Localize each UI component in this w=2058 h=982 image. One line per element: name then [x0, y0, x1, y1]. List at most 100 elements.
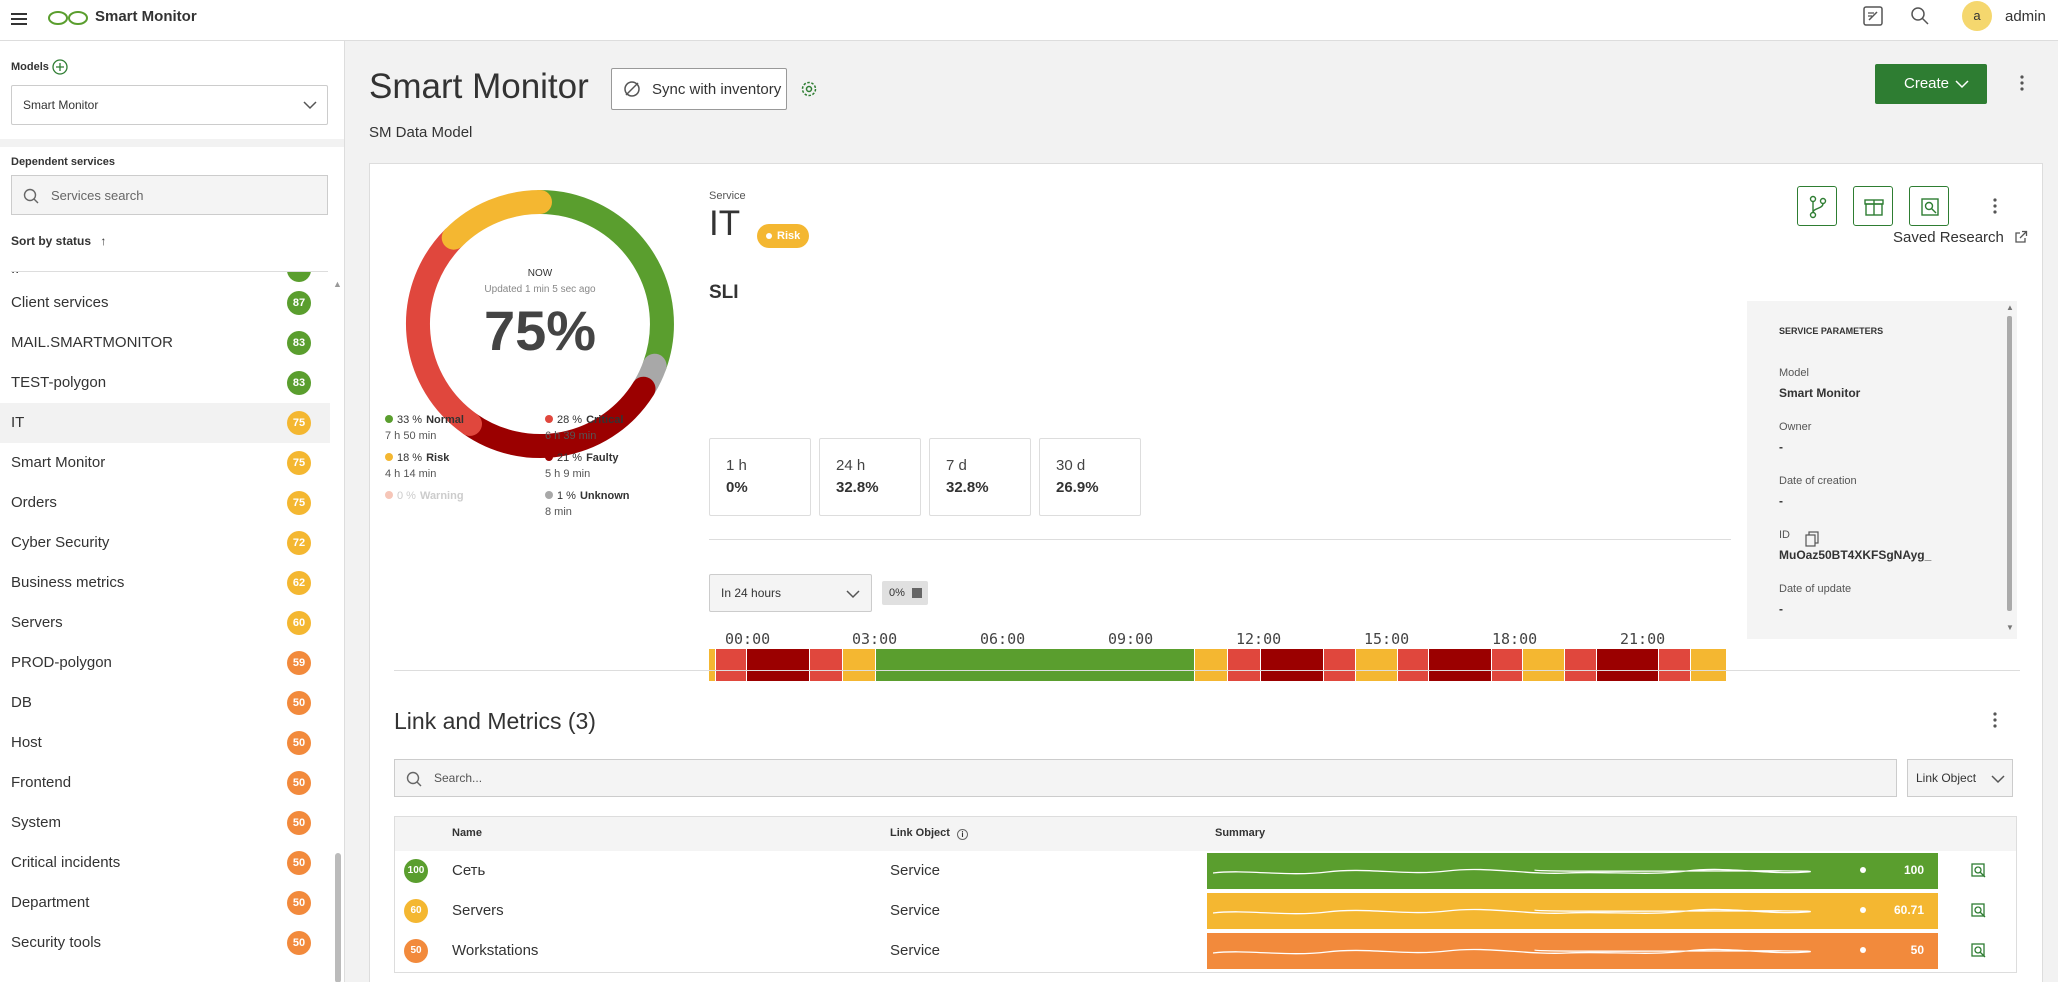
- table-row[interactable]: 60 Servers Service 60.71: [395, 891, 2016, 931]
- timeline-segment[interactable]: [709, 649, 717, 681]
- sync-inventory-button[interactable]: Sync with inventory: [611, 68, 787, 110]
- table-row[interactable]: 100 Сеть Service 100: [395, 851, 2016, 891]
- research-icon[interactable]: [1971, 863, 1987, 879]
- timeline-segment[interactable]: [1491, 649, 1524, 681]
- row-name[interactable]: Сеть: [452, 862, 486, 879]
- divider: [0, 139, 344, 147]
- menu-icon[interactable]: [10, 10, 28, 28]
- timeline-segment[interactable]: [1324, 649, 1356, 681]
- sidebar-item[interactable]: Cyber Security 72: [0, 523, 330, 563]
- user-name[interactable]: admin: [2005, 8, 2046, 25]
- timeline-segment[interactable]: [716, 649, 747, 681]
- sidebar-item-label: Critical incidents: [11, 854, 121, 871]
- research-button[interactable]: [1909, 186, 1949, 226]
- timeline-segment[interactable]: [1659, 649, 1691, 681]
- timeline-segment[interactable]: [1228, 649, 1261, 681]
- scrollbar[interactable]: ▲: [333, 279, 342, 982]
- sidebar-item[interactable]: Client services 87: [0, 283, 330, 323]
- scroll-up-icon[interactable]: ▲: [2006, 303, 2014, 312]
- timeline-segment[interactable]: [842, 649, 876, 681]
- timeline-segment[interactable]: [1597, 649, 1660, 681]
- params-scrollbar[interactable]: ▲ ▼: [2006, 303, 2014, 637]
- dependencies-button[interactable]: [1797, 186, 1837, 226]
- links-search[interactable]: Search...: [394, 759, 1897, 797]
- row-name[interactable]: Workstations: [452, 942, 539, 959]
- sidebar-item[interactable]: System 50: [0, 803, 330, 843]
- timeline-segment[interactable]: [1195, 649, 1229, 681]
- avatar[interactable]: a: [1962, 1, 1992, 31]
- sidebar-item[interactable]: Frontend 50: [0, 763, 330, 803]
- more-icon[interactable]: [1991, 709, 1999, 731]
- sparkline: [1212, 867, 1866, 875]
- notes-icon[interactable]: [1862, 5, 1884, 27]
- sidebar-item[interactable]: IT 75: [0, 403, 330, 443]
- table-row[interactable]: 50 Workstations Service 50: [395, 931, 2016, 971]
- range-select[interactable]: In 24 hours: [709, 574, 872, 612]
- scrollbar-thumb[interactable]: [2007, 316, 2012, 611]
- sidebar-item[interactable]: Host 50: [0, 723, 330, 763]
- sidebar-item[interactable]: Servers 60: [0, 603, 330, 643]
- services-search[interactable]: Services search: [11, 175, 328, 215]
- range-chip-value: 0%: [889, 587, 905, 599]
- sidebar-item-label: System: [11, 814, 62, 831]
- models-label: Models: [11, 61, 49, 73]
- range-select-value: In 24 hours: [721, 586, 782, 600]
- timeline-segment[interactable]: [1260, 649, 1325, 681]
- timeline-segment[interactable]: [1355, 649, 1398, 681]
- sidebar-item-label: Business metrics: [11, 574, 125, 591]
- status-badge-label: Risk: [777, 230, 801, 242]
- package-button[interactable]: [1853, 186, 1893, 226]
- sort-by-status[interactable]: Sort by status ↑: [11, 234, 106, 248]
- info-icon[interactable]: i: [956, 829, 968, 840]
- summary-bar[interactable]: 60.71: [1207, 893, 1938, 929]
- status-timeline[interactable]: [709, 649, 1731, 681]
- sli-card: 30 d 26.9%: [1039, 438, 1141, 516]
- range-chip[interactable]: 0%: [882, 581, 928, 605]
- legend-duration: 5 h 9 min: [545, 468, 591, 480]
- row-name[interactable]: Servers: [452, 902, 504, 919]
- timeline-segment[interactable]: [875, 649, 1196, 681]
- status-badge: 50: [287, 931, 311, 955]
- timeline-segment[interactable]: [810, 649, 843, 681]
- scrollbar-thumb[interactable]: [335, 853, 341, 982]
- col-summary: Summary: [1215, 827, 1266, 839]
- sli-period: 7 d: [946, 457, 967, 474]
- timeline-segment[interactable]: [1565, 649, 1597, 681]
- add-model-icon[interactable]: [52, 59, 68, 75]
- timeline-segment[interactable]: [1523, 649, 1566, 681]
- scroll-down-icon[interactable]: ▼: [2006, 623, 2014, 632]
- create-button[interactable]: Create: [1875, 64, 1987, 104]
- gear-icon[interactable]: [800, 80, 818, 98]
- sidebar-item[interactable]: Security tools 50: [0, 923, 330, 963]
- summary-bar[interactable]: 50: [1207, 933, 1938, 969]
- sidebar-item[interactable]: Orders 75: [0, 483, 330, 523]
- timeline-segment[interactable]: [1397, 649, 1430, 681]
- more-icon[interactable]: [1991, 195, 1999, 217]
- legend-item: 21 % Faulty 5 h 9 min: [545, 452, 618, 480]
- sidebar-item[interactable]: PROD-polygon 59: [0, 643, 330, 683]
- timeline-segment[interactable]: [746, 649, 811, 681]
- research-icon[interactable]: [1971, 943, 1987, 959]
- research-icon[interactable]: [1971, 903, 1987, 919]
- legend-dot: [385, 415, 393, 423]
- timeline-segment[interactable]: [1429, 649, 1492, 681]
- sidebar-item-label: Security tools: [11, 934, 102, 951]
- saved-research-link[interactable]: Saved Research: [1893, 229, 2028, 246]
- sidebar-item[interactable]: MAIL.SMARTMONITOR 83: [0, 323, 330, 363]
- sidebar-item[interactable]: DB 50: [0, 683, 330, 723]
- model-select[interactable]: Smart Monitor: [11, 85, 328, 125]
- link-object-filter[interactable]: Link Object: [1907, 759, 2013, 797]
- sidebar-item[interactable]: TEST-polygon 83: [0, 363, 330, 403]
- summary-bar[interactable]: 100: [1207, 853, 1938, 889]
- copy-icon[interactable]: [1805, 531, 1819, 547]
- sidebar-item[interactable]: Critical incidents 50: [0, 843, 330, 883]
- more-icon[interactable]: [2018, 72, 2026, 94]
- sidebar-item[interactable]: Business metrics 62: [0, 563, 330, 603]
- sidebar-item[interactable]: Smart Monitor 75: [0, 443, 330, 483]
- timeline-segment[interactable]: [1691, 649, 1727, 681]
- timeline-label: 09:00: [1108, 630, 1154, 648]
- status-badge: 50: [287, 691, 311, 715]
- scroll-up-icon[interactable]: ▲: [333, 279, 342, 289]
- sidebar-item[interactable]: Department 50: [0, 883, 330, 923]
- search-icon[interactable]: [1910, 6, 1930, 26]
